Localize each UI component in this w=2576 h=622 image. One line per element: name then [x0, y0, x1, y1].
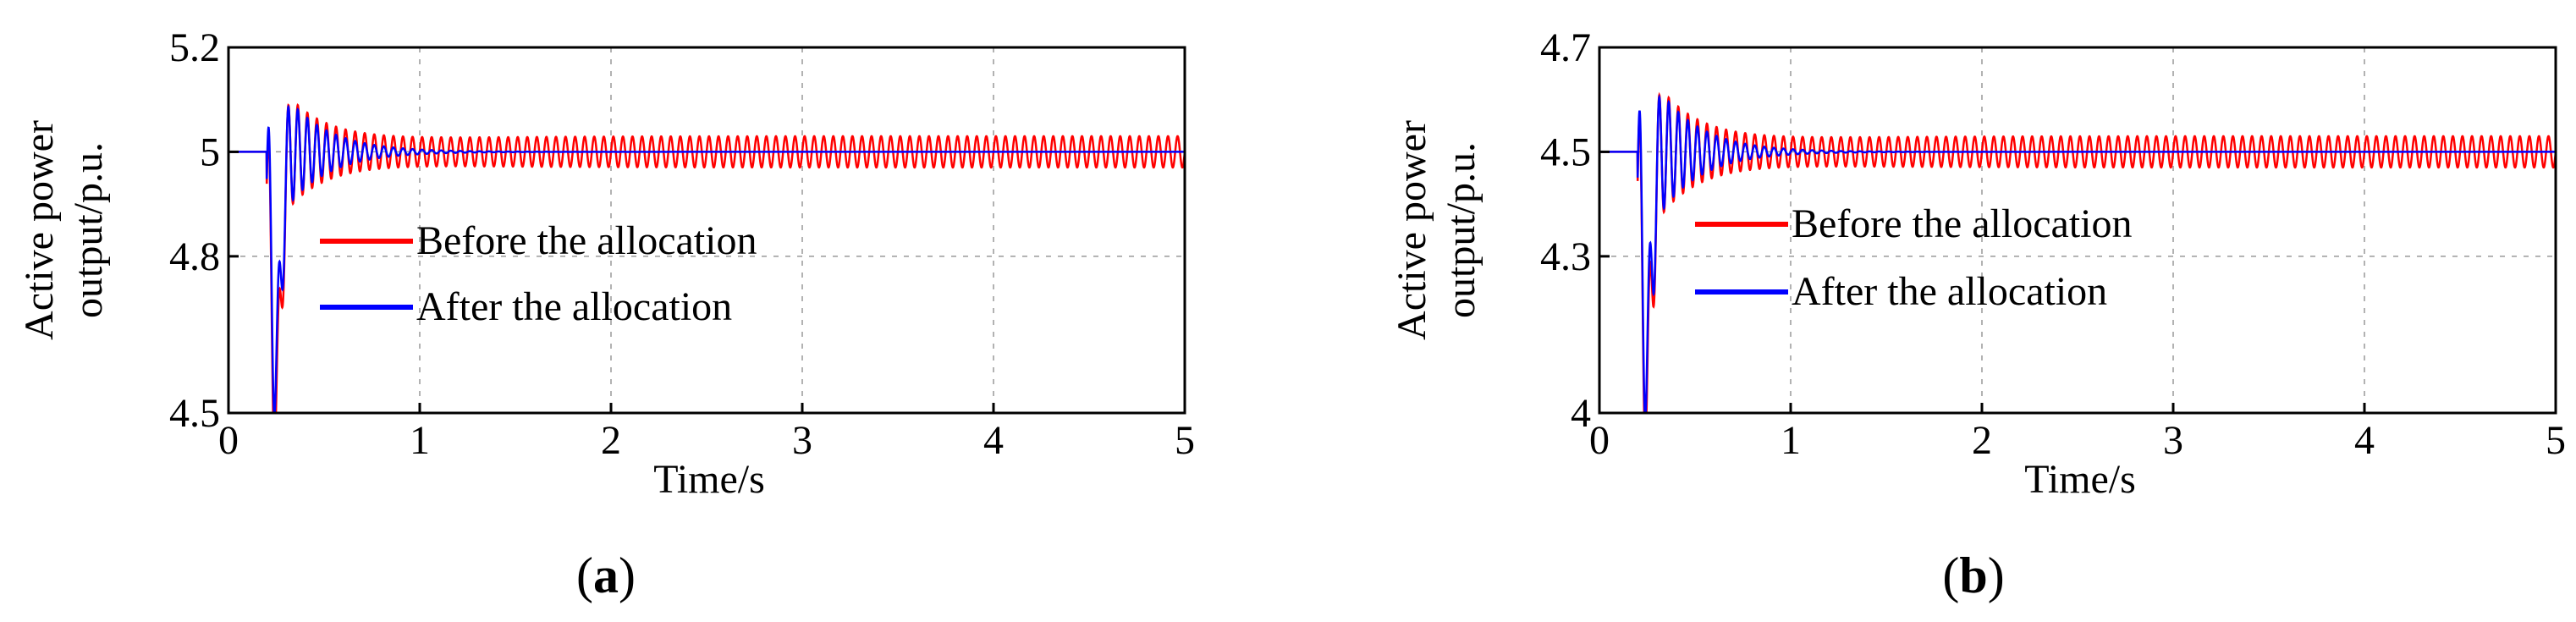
y-tick-label: 4.3 [1540, 234, 1591, 279]
chart-a-ylabel-line2: output/p.u. [66, 142, 111, 318]
y-tick-label: 4.7 [1540, 25, 1591, 70]
chart-b-xlabel: Time/s [2024, 457, 2136, 502]
panel-b-label-close: ) [1988, 548, 2005, 603]
x-tick-label: 3 [792, 418, 812, 463]
chart-panel-b: 0 1 2 3 4 5 4 4.3 4.5 4.7 Active power output/p.u… [1390, 25, 2566, 603]
chart-b-plot-frame [1598, 46, 2557, 415]
x-tick-label: 3 [2163, 418, 2183, 463]
legend-b-after-label: After the allocation [1792, 269, 2107, 314]
chart-b-legend: Before the allocation After the allocati… [1695, 201, 2133, 314]
panel-a-label-close: ) [619, 548, 636, 603]
x-tick-label: 2 [601, 418, 621, 463]
chart-b-series-group [1599, 91, 2556, 413]
chart-a-series-group [228, 103, 1185, 413]
chart-b-ylabel-line2: output/p.u. [1439, 142, 1483, 318]
x-tick-label: 2 [1972, 418, 1992, 463]
legend-a-before-label: Before the allocation [416, 218, 757, 263]
chart-b-ticks: 0 1 2 3 4 5 4 4.3 4.5 4.7 [1540, 25, 2566, 463]
x-tick-label: 4 [2354, 418, 2375, 463]
x-tick-label: 0 [218, 418, 239, 463]
legend-b-before-label: Before the allocation [1792, 201, 2133, 246]
chart-b-ylabel-line1: Active power [1390, 120, 1434, 340]
chart-a-ylabel-line1: Active power [17, 120, 62, 340]
panel-b-label: (b) [1942, 548, 2004, 603]
panel-b-label-letter: b [1959, 548, 1987, 603]
y-tick-label: 4.5 [1540, 129, 1591, 174]
series-line-after [228, 104, 1185, 413]
series-line-after [1599, 94, 2556, 413]
x-tick-label: 4 [983, 418, 1004, 463]
chart-panel-a: 0 1 2 3 4 5 4.5 4.8 5 5.2 Active power output/p.u… [17, 25, 1195, 603]
y-tick-label: 4.8 [169, 234, 220, 279]
legend-a-after-label: After the allocation [416, 284, 732, 329]
chart-a-ticks: 0 1 2 3 4 5 4.5 4.8 5 5.2 [169, 25, 1195, 463]
chart-a-plot-frame [227, 46, 1186, 415]
panel-a-label-open: ( [576, 548, 593, 603]
panel-a-label: (a) [576, 548, 636, 603]
chart-a-legend: Before the allocation After the allocati… [320, 218, 757, 329]
x-tick-label: 1 [410, 418, 430, 463]
x-tick-label: 5 [1175, 418, 1195, 463]
y-tick-label: 4.5 [169, 391, 220, 436]
x-tick-label: 5 [2546, 418, 2566, 463]
chart-a-xlabel: Time/s [653, 457, 765, 502]
panel-b-label-open: ( [1942, 548, 1959, 603]
y-tick-label: 5 [200, 129, 220, 174]
x-tick-label: 1 [1781, 418, 1801, 463]
series-line-before [228, 103, 1185, 413]
y-tick-label: 4 [1571, 391, 1591, 436]
x-tick-label: 0 [1589, 418, 1610, 463]
y-tick-label: 5.2 [169, 25, 220, 70]
panel-a-label-letter: a [593, 548, 619, 603]
